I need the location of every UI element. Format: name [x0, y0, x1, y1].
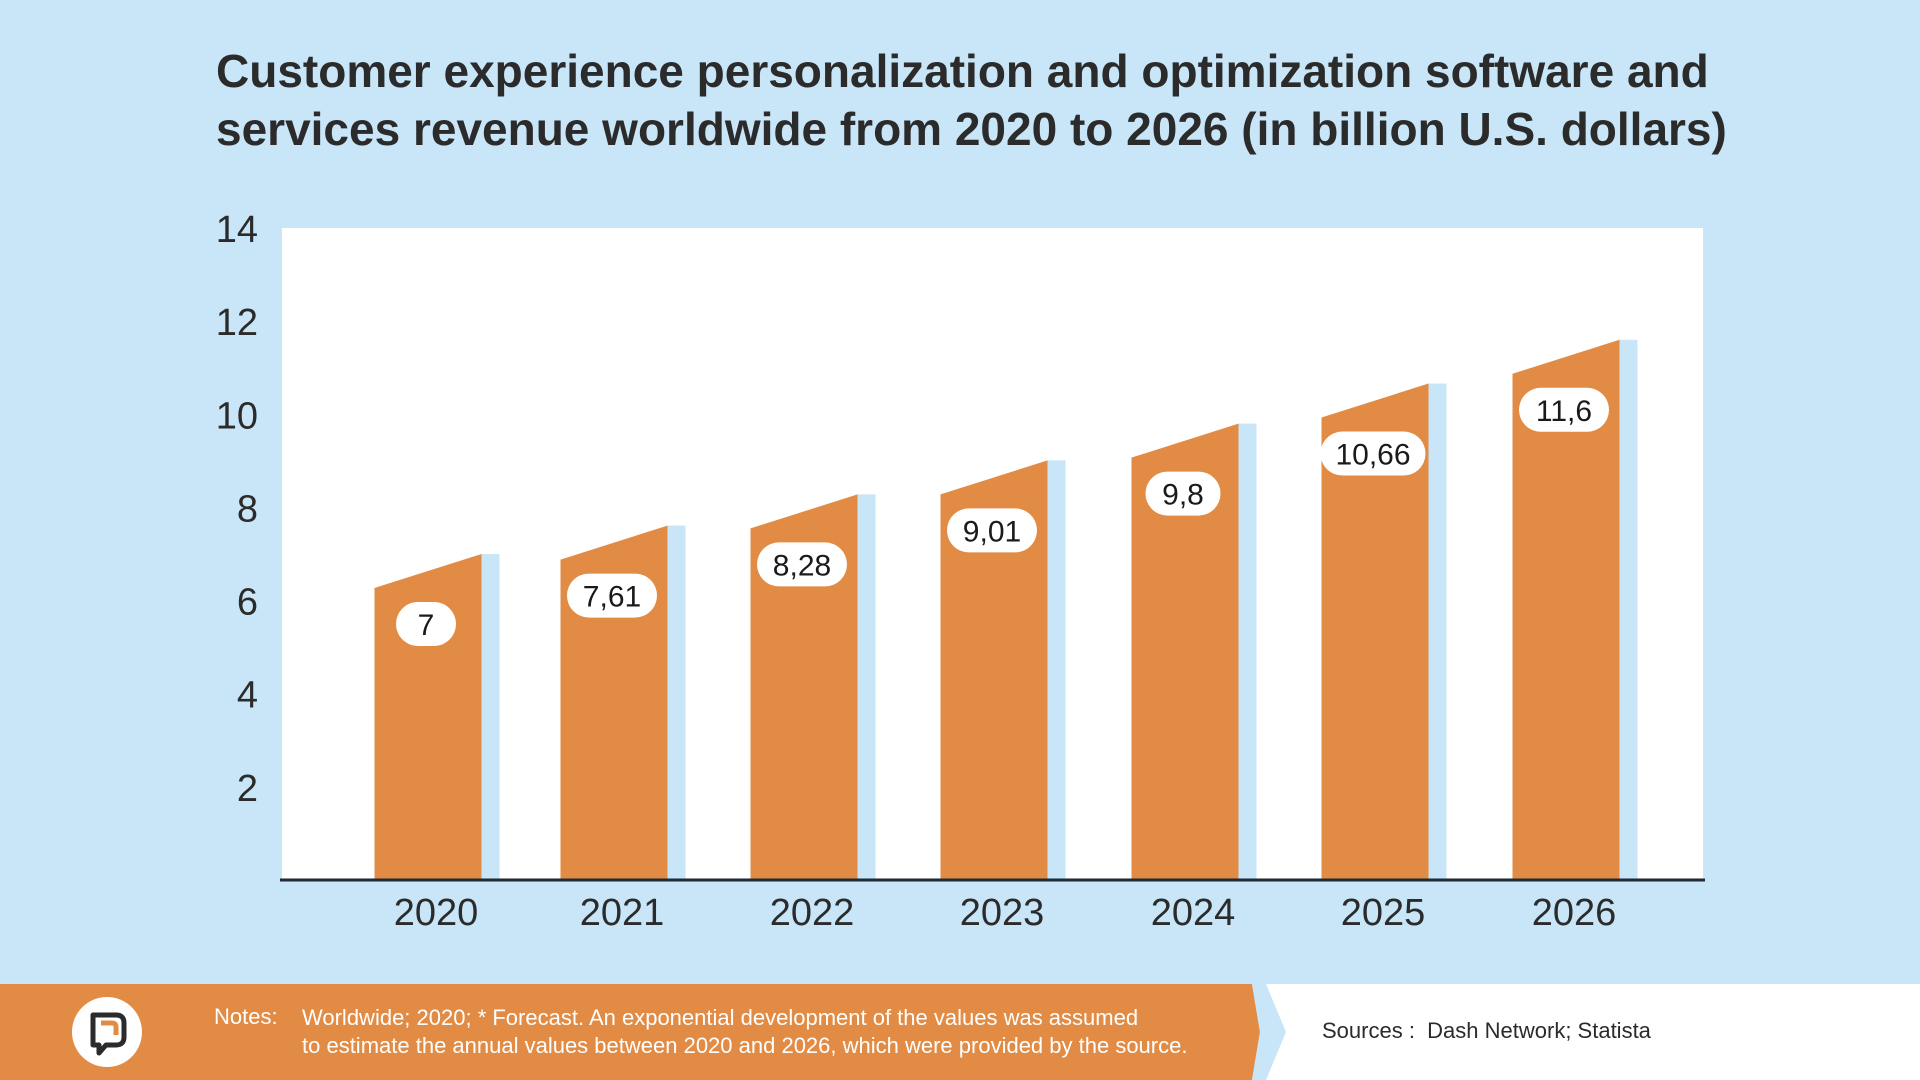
data-label-box: [947, 508, 1037, 553]
bar: [750, 494, 858, 880]
y-axis: 2 4 6 8 10 12 14: [216, 209, 258, 810]
data-labels: 7 7,61 8,28 9,01 9,8 10,66 11,6: [396, 387, 1609, 646]
data-label: 7,61: [583, 581, 641, 614]
x-tick-label: 2021: [580, 892, 665, 934]
y-tick-label: 6: [237, 582, 258, 624]
data-label: 9,8: [1162, 479, 1204, 512]
bar-chart: 2 4 6 8 10 12 14 7 7,61 8,28 9,01 9,8 10,66 11,6 202…: [216, 209, 1705, 934]
y-tick-label: 12: [216, 302, 258, 344]
data-label: 7: [418, 609, 435, 642]
x-tick-label: 2023: [960, 892, 1045, 934]
x-tick-label: 2020: [394, 892, 479, 934]
data-label-box: [1145, 471, 1221, 516]
notes-label: Notes:: [214, 1004, 278, 1029]
data-label: 8,28: [773, 549, 831, 582]
notes-line-1: Worldwide; 2020; * Forecast. An exponent…: [302, 1005, 1139, 1030]
y-tick-label: 10: [216, 395, 258, 437]
bar-side: [667, 525, 686, 880]
data-label-box: [396, 602, 456, 646]
bar-side: [857, 494, 876, 880]
bar-side: [481, 554, 500, 880]
bar: [940, 460, 1048, 880]
bar: [1512, 339, 1620, 880]
data-label: 11,6: [1536, 395, 1592, 428]
data-label-box: [1519, 387, 1609, 432]
bar-side: [1428, 383, 1447, 880]
y-tick-label: 14: [216, 209, 258, 251]
x-tick-label: 2026: [1532, 892, 1617, 934]
data-label-box: [1320, 431, 1426, 476]
sources-label: Sources :: [1322, 1018, 1415, 1043]
data-label: 10,66: [1335, 439, 1410, 472]
chart-title: Customer experience personalization and …: [216, 45, 1727, 155]
bar-side: [1619, 339, 1638, 880]
footer: Notes: Worldwide; 2020; * Forecast. An e…: [0, 984, 1920, 1080]
notes-line-2: to estimate the annual values between 20…: [302, 1033, 1188, 1058]
notes-text: Worldwide; 2020; * Forecast. An exponent…: [302, 1004, 1252, 1060]
sources: Sources : Dash Network; Statista: [1322, 1018, 1651, 1044]
data-label-box: [757, 542, 847, 587]
data-label-box: [567, 573, 657, 618]
chat-bubble-logo-icon: [72, 997, 142, 1067]
x-tick-label: 2025: [1341, 892, 1426, 934]
sources-text: Dash Network; Statista: [1427, 1018, 1651, 1043]
x-tick-label: 2024: [1151, 892, 1236, 934]
notes-panel: [0, 984, 1260, 1080]
bar-side: [1047, 460, 1066, 880]
y-tick-label: 2: [237, 768, 258, 810]
bar: [1321, 383, 1429, 880]
x-axis: 2020 2021 2022 2023 2024 2025 2026: [394, 892, 1617, 934]
y-tick-label: 4: [237, 675, 258, 717]
x-tick-label: 2022: [770, 892, 855, 934]
bar: [1131, 423, 1239, 880]
y-tick-label: 8: [237, 488, 258, 530]
data-label: 9,01: [963, 515, 1021, 548]
bar-series: [374, 339, 1638, 880]
bar-side: [1238, 423, 1257, 880]
